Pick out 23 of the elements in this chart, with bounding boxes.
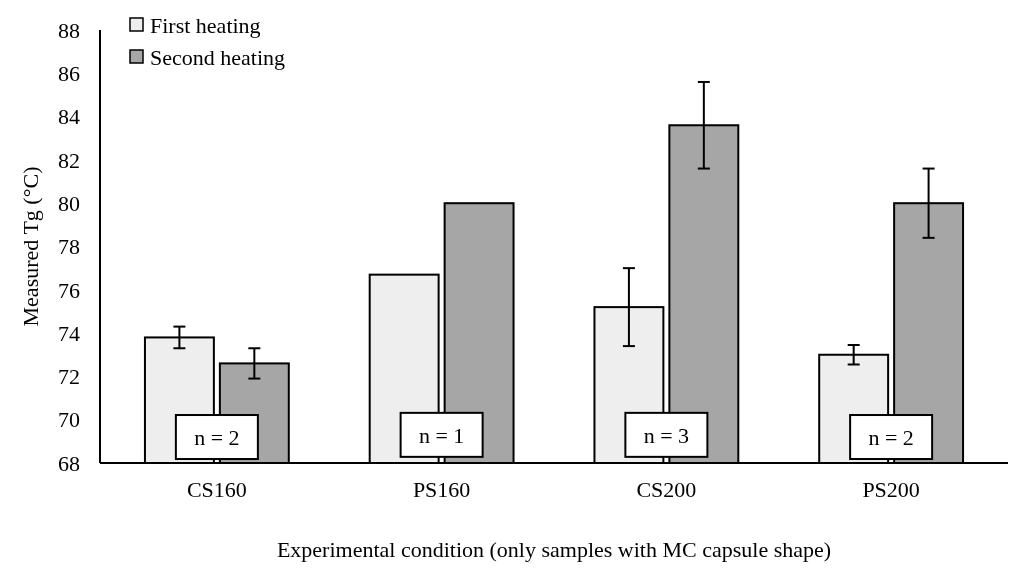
annotation: n = 2 [194, 424, 240, 450]
x-tick-label: PS200 [862, 477, 920, 502]
y-tick-label: 70 [58, 407, 80, 433]
x-tick-label: PS160 [412, 477, 471, 502]
annotation: n = 3 [643, 422, 690, 448]
x-axis-title: Experimental condition (only samples with MC capsule shape) [276, 537, 832, 562]
annotation: n = 1 [418, 422, 465, 448]
y-tick-label: 74 [58, 320, 80, 346]
y-tick-label: 68 [58, 450, 80, 476]
y-tick-label: 72 [58, 364, 80, 390]
y-tick-label: 88 [58, 17, 80, 43]
y-tick-label: 84 [58, 104, 80, 130]
y-axis-title: Measured Tg (°C) [18, 166, 43, 327]
annotation: n = 2 [868, 424, 914, 450]
y-tick-label: 86 [58, 61, 80, 86]
y-tick-label: 76 [58, 277, 80, 303]
y-tick-label: 78 [58, 234, 80, 260]
x-tick-label: CS200 [636, 477, 697, 502]
x-tick-label: CS160 [186, 477, 247, 502]
y-tick-label: 80 [58, 190, 80, 216]
legend-label: First heating [150, 12, 261, 38]
legend-label: Second heating [150, 44, 286, 70]
y-tick-label: 82 [58, 147, 80, 173]
